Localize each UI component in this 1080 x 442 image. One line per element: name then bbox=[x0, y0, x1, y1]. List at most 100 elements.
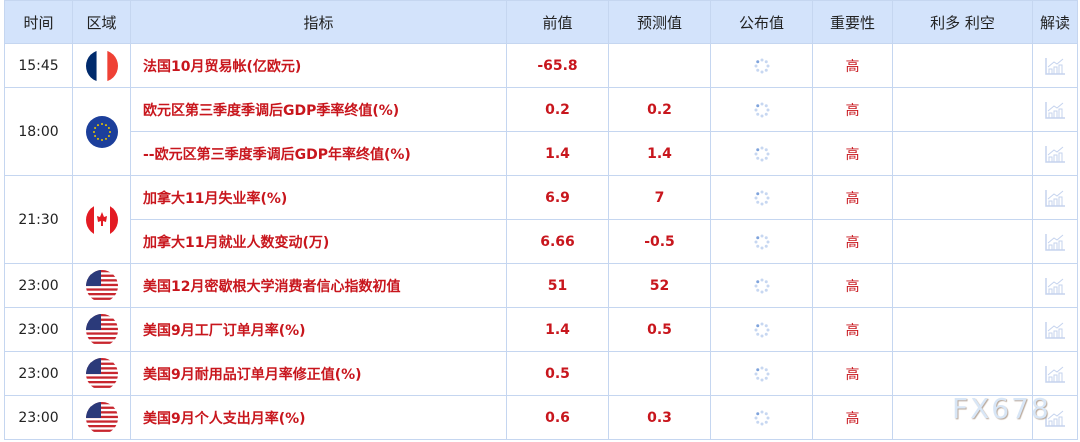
loading-spinner-icon bbox=[753, 58, 771, 74]
table-row: 加拿大11月就业人数变动(万) 6.66 -0.5 高 bbox=[5, 219, 1078, 264]
table-row: 18:00 欧元区第三季度季调后GDP季率终值(%) 0.2 0.2 高 bbox=[4, 87, 1078, 176]
loading-spinner-icon bbox=[753, 146, 771, 162]
indicator-link[interactable]: 美国12月密歇根大学消费者信心指数初值 bbox=[130, 263, 507, 308]
region-cell bbox=[72, 395, 131, 440]
impact-cell bbox=[892, 131, 1033, 176]
actual-value bbox=[710, 219, 813, 264]
table-row: 23:00 美国12月密歇根大学消费者信心指数初值 51 52 高 bbox=[4, 263, 1078, 308]
indicator-link[interactable]: 加拿大11月失业率(%) bbox=[130, 175, 507, 220]
region-cell bbox=[72, 175, 131, 264]
actual-value bbox=[710, 175, 813, 220]
forecast-value: 52 bbox=[608, 263, 711, 308]
importance-value: 高 bbox=[812, 263, 893, 308]
chart-icon bbox=[1044, 101, 1066, 119]
header-indicator: 指标 bbox=[130, 0, 507, 44]
forecast-value: 0.5 bbox=[608, 307, 711, 352]
loading-spinner-icon bbox=[753, 190, 771, 206]
impact-cell bbox=[892, 175, 1033, 220]
time-cell: 21:30 bbox=[4, 175, 73, 264]
indicator-link[interactable]: 美国9月工厂订单月率(%) bbox=[130, 307, 507, 352]
eu-flag-icon bbox=[85, 115, 118, 148]
table-row: --欧元区第三季度季调后GDP年率终值(%) 1.4 1.4 高 bbox=[5, 131, 1078, 176]
chart-icon bbox=[1044, 145, 1066, 163]
importance-value: 高 bbox=[812, 87, 893, 132]
impact-cell bbox=[892, 395, 1033, 440]
importance-value: 高 bbox=[812, 351, 893, 396]
header-time: 时间 bbox=[4, 0, 73, 44]
loading-spinner-icon bbox=[753, 102, 771, 118]
chart-icon bbox=[1044, 57, 1066, 75]
analysis-button[interactable] bbox=[1032, 395, 1078, 440]
header-analysis: 解读 bbox=[1032, 0, 1078, 44]
loading-spinner-icon bbox=[753, 410, 771, 426]
analysis-button[interactable] bbox=[1032, 351, 1078, 396]
forecast-value: 7 bbox=[608, 175, 711, 220]
chart-icon bbox=[1044, 277, 1066, 295]
analysis-button[interactable] bbox=[1032, 175, 1078, 220]
us-flag-icon bbox=[85, 269, 118, 302]
header-region: 区域 bbox=[72, 0, 131, 44]
impact-cell bbox=[892, 351, 1033, 396]
chart-icon bbox=[1044, 409, 1066, 427]
analysis-button[interactable] bbox=[1032, 263, 1078, 308]
previous-value: -65.8 bbox=[506, 43, 609, 88]
region-cell bbox=[72, 43, 131, 88]
time-cell: 15:45 bbox=[4, 43, 73, 88]
indicator-link[interactable]: 加拿大11月就业人数变动(万) bbox=[130, 219, 507, 264]
indicator-link[interactable]: --欧元区第三季度季调后GDP年率终值(%) bbox=[130, 131, 507, 176]
importance-value: 高 bbox=[812, 219, 893, 264]
france-flag-icon bbox=[85, 49, 118, 82]
previous-value: 0.5 bbox=[506, 351, 609, 396]
header-forecast: 预测值 bbox=[608, 0, 711, 44]
importance-value: 高 bbox=[812, 307, 893, 352]
actual-value bbox=[710, 43, 813, 88]
table-row: 23:00 美国9月工厂订单月率(%) 1.4 0.5 高 bbox=[4, 307, 1078, 352]
indicator-link[interactable]: 法国10月贸易帐(亿欧元) bbox=[130, 43, 507, 88]
table-row: 21:30 加拿大11月失业率(%) 6.9 7 高 bbox=[4, 175, 1078, 264]
impact-cell bbox=[892, 87, 1033, 132]
actual-value bbox=[710, 131, 813, 176]
region-cell bbox=[72, 351, 131, 396]
time-cell: 18:00 bbox=[4, 87, 73, 176]
forecast-value bbox=[608, 43, 711, 88]
indicator-link[interactable]: 美国9月耐用品订单月率修正值(%) bbox=[130, 351, 507, 396]
forecast-value bbox=[608, 351, 711, 396]
table-row: 23:00 美国9月个人支出月率(%) 0.6 0.3 高 bbox=[4, 395, 1078, 440]
header-actual: 公布值 bbox=[710, 0, 813, 44]
previous-value: 1.4 bbox=[506, 131, 609, 176]
actual-value bbox=[710, 87, 813, 132]
table-row: 23:00 美国9月耐用品订单月率修正值(%) 0.5 高 bbox=[4, 351, 1078, 396]
header-importance: 重要性 bbox=[812, 0, 893, 44]
loading-spinner-icon bbox=[753, 234, 771, 250]
region-cell bbox=[72, 87, 131, 176]
impact-cell bbox=[892, 307, 1033, 352]
forecast-value: 0.3 bbox=[608, 395, 711, 440]
analysis-button[interactable] bbox=[1032, 307, 1078, 352]
time-cell: 23:00 bbox=[4, 395, 73, 440]
analysis-button[interactable] bbox=[1032, 43, 1078, 88]
chart-icon bbox=[1044, 321, 1066, 339]
analysis-button[interactable] bbox=[1032, 87, 1078, 132]
chart-icon bbox=[1044, 189, 1066, 207]
impact-cell bbox=[892, 219, 1033, 264]
importance-value: 高 bbox=[812, 131, 893, 176]
indicator-link[interactable]: 欧元区第三季度季调后GDP季率终值(%) bbox=[130, 87, 507, 132]
region-cell bbox=[72, 307, 131, 352]
previous-value: 0.2 bbox=[506, 87, 609, 132]
forecast-value: -0.5 bbox=[608, 219, 711, 264]
indicator-link[interactable]: 美国9月个人支出月率(%) bbox=[130, 395, 507, 440]
chart-icon bbox=[1044, 233, 1066, 251]
impact-cell bbox=[892, 263, 1033, 308]
analysis-button[interactable] bbox=[1032, 219, 1078, 264]
loading-spinner-icon bbox=[753, 278, 771, 294]
us-flag-icon bbox=[85, 401, 118, 434]
table-row: 15:45 法国10月贸易帐(亿欧元) -65.8 高 bbox=[4, 43, 1078, 88]
analysis-button[interactable] bbox=[1032, 131, 1078, 176]
time-cell: 23:00 bbox=[4, 307, 73, 352]
impact-cell bbox=[892, 43, 1033, 88]
us-flag-icon bbox=[85, 313, 118, 346]
us-flag-icon bbox=[85, 357, 118, 390]
economic-calendar-table: 时间 区域 指标 前值 预测值 公布值 重要性 利多 利空 解读 15:45 法国… bbox=[4, 0, 1078, 440]
actual-value bbox=[710, 351, 813, 396]
header-impact: 利多 利空 bbox=[892, 0, 1033, 44]
